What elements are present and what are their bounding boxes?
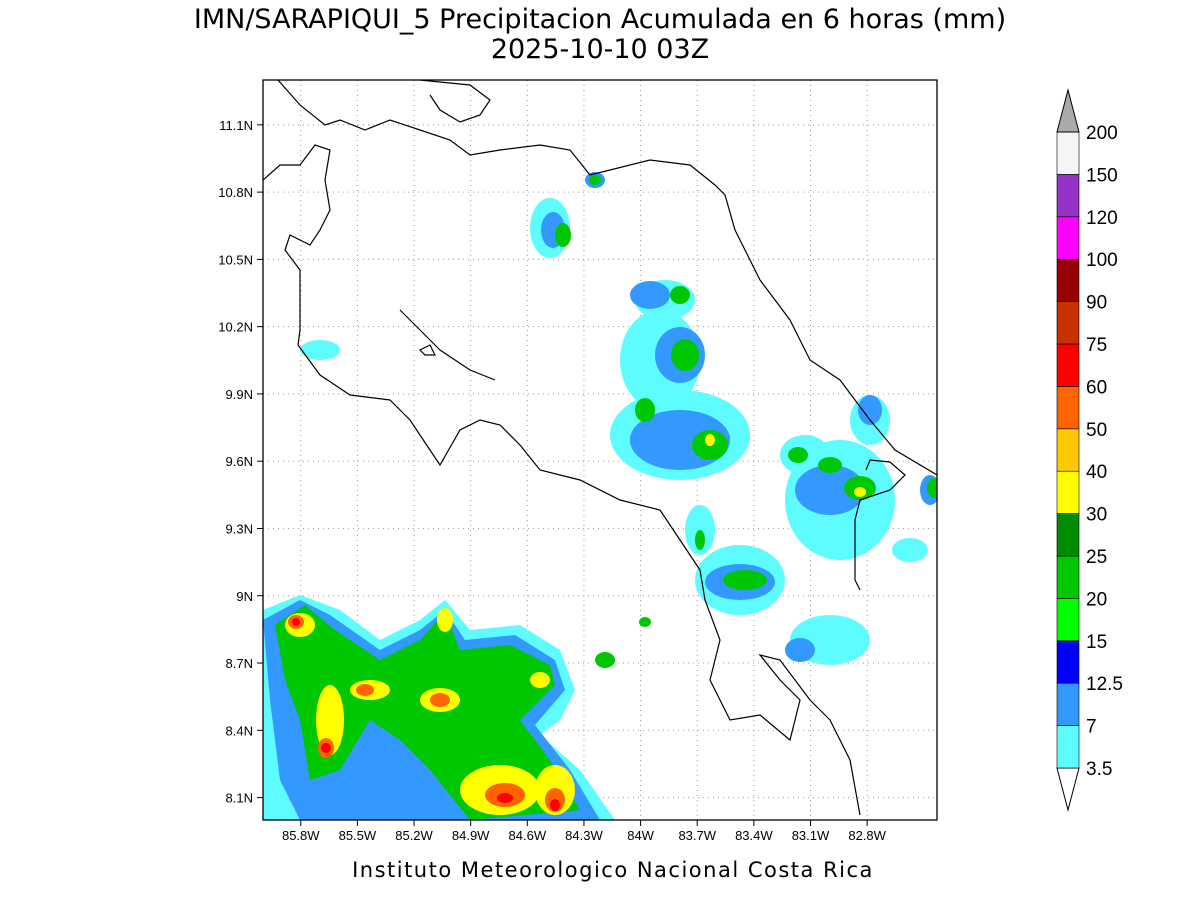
colorbar-under xyxy=(1056,767,1080,812)
lon-tick-label: 85.5W xyxy=(339,828,377,843)
lat-tick-label: 10.5N xyxy=(218,252,253,267)
lon-tick-label: 84.6W xyxy=(509,828,547,843)
footer: Instituto Meteorologico Nacional Costa R… xyxy=(352,858,874,882)
colorbar-label: 25 xyxy=(1086,547,1107,568)
lon-tick-label: 84.9W xyxy=(452,828,490,843)
colorbar-label: 3.5 xyxy=(1086,759,1112,780)
lat-tick-label: 11.1N xyxy=(219,118,253,133)
colorbar-box xyxy=(1056,470,1080,514)
colorbar-label: 150 xyxy=(1086,165,1118,186)
lon-tick-label: 85.2W xyxy=(395,828,433,843)
colorbar-box xyxy=(1056,301,1080,345)
colorbar-label: 60 xyxy=(1086,377,1107,398)
colorbar-label: 90 xyxy=(1086,293,1107,314)
colorbar-label: 12.5 xyxy=(1086,674,1123,695)
lat-tick-label: 9N xyxy=(236,589,253,604)
colorbar-box xyxy=(1056,174,1080,218)
colorbar-label: 120 xyxy=(1086,208,1118,229)
lat-tick-label: 9.6N xyxy=(226,454,253,469)
precipitation-field xyxy=(263,172,937,820)
colorbar-box xyxy=(1056,640,1080,684)
lat-tick-label: 9.3N xyxy=(226,521,253,536)
map-title: IMN/SARAPIQUI_5 Precipitacion Acumulada … xyxy=(194,4,1006,35)
colorbar-label: 75 xyxy=(1086,335,1107,356)
colorbar-box xyxy=(1056,513,1080,557)
colorbar-box xyxy=(1056,343,1080,387)
map-frame xyxy=(262,79,938,821)
colorbar-box xyxy=(1056,555,1080,599)
colorbar-box xyxy=(1056,725,1080,769)
lon-tick-label: 84W xyxy=(627,828,654,843)
lat-tick-label: 9.9N xyxy=(226,387,253,402)
map-subtitle: 2025-10-10 03Z xyxy=(491,34,709,65)
colorbar-label: 40 xyxy=(1086,462,1107,483)
lon-tick-label: 84.3W xyxy=(565,828,603,843)
colorbar-label: 50 xyxy=(1086,420,1107,441)
colorbar-box xyxy=(1056,598,1080,642)
lon-tick-label: 85.8W xyxy=(282,828,320,843)
lon-tick-label: 83.1W xyxy=(792,828,830,843)
lat-tick-label: 10.2N xyxy=(218,320,253,335)
lon-tick-label: 82.8W xyxy=(848,828,886,843)
colorbar-label: 20 xyxy=(1086,589,1107,610)
lat-tick-label: 8.7N xyxy=(226,656,253,671)
colorbar-box xyxy=(1056,682,1080,726)
lat-tick-label: 8.4N xyxy=(226,723,253,738)
colorbar-over xyxy=(1056,88,1080,133)
colorbar-box xyxy=(1056,258,1080,302)
colorbar-label: 200 xyxy=(1086,123,1118,144)
colorbar-box xyxy=(1056,386,1080,430)
colorbar-box xyxy=(1056,428,1080,472)
colorbar-label: 30 xyxy=(1086,505,1107,526)
coastlines xyxy=(263,80,937,816)
colorbar-label: 100 xyxy=(1086,250,1118,271)
colorbar-box xyxy=(1056,216,1080,260)
lat-tick-label: 10.8N xyxy=(218,185,253,200)
colorbar-label: 15 xyxy=(1086,632,1107,653)
lat-tick-label: 8.1N xyxy=(226,791,253,806)
colorbar: 3.5 7 12.5 15 20 25 30 40 50 60 75 90 100 120 150 200 xyxy=(1056,88,1123,812)
lon-tick-label: 83.4W xyxy=(735,828,773,843)
colorbar-box xyxy=(1056,131,1080,175)
lon-tick-label: 83.7W xyxy=(678,828,716,843)
colorbar-label: 7 xyxy=(1086,717,1097,738)
